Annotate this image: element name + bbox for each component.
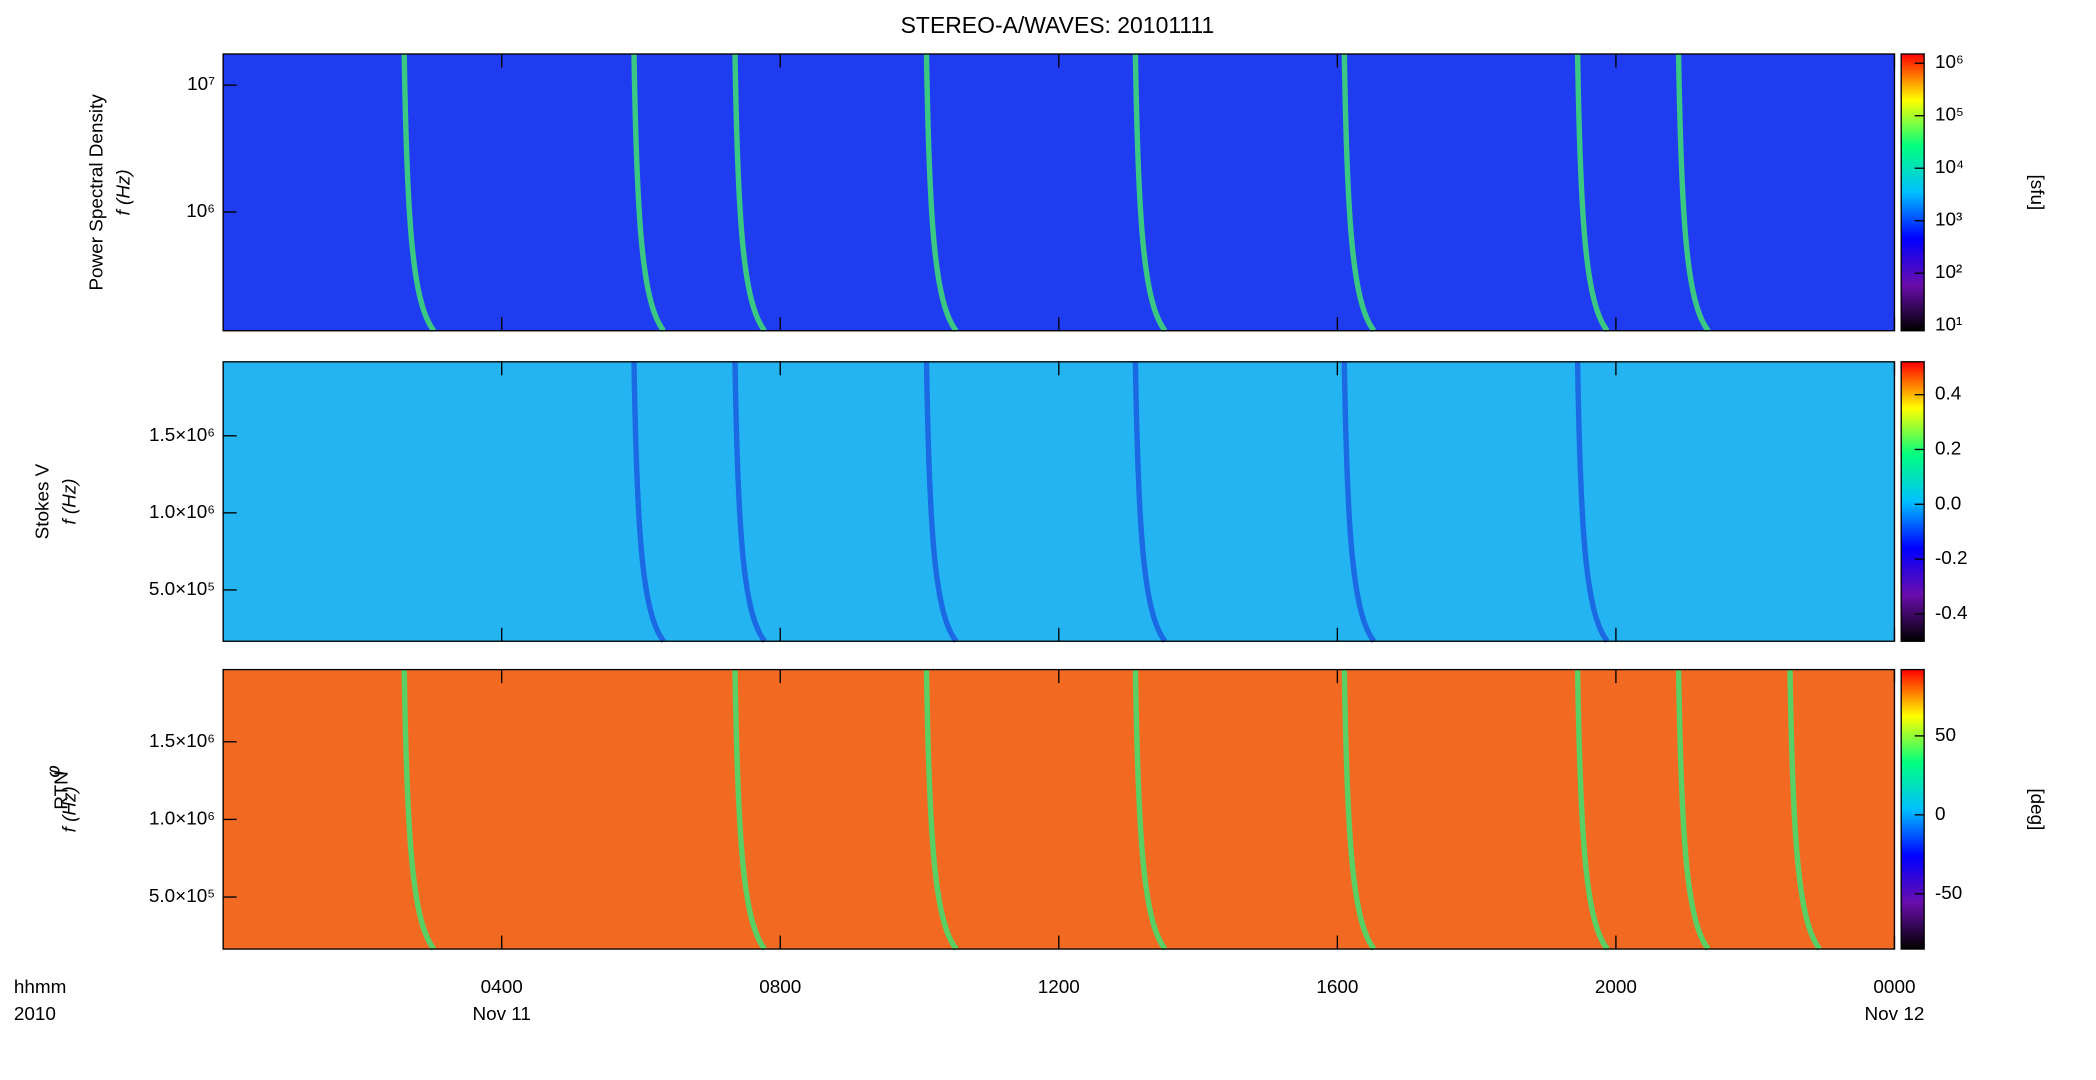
colorbar-tick-label: 0.0 <box>1935 493 1961 514</box>
y-axis-label-sub: RTN <box>52 771 73 809</box>
x-axis-label: 2010 <box>14 1004 56 1025</box>
colorbar-tick-label: 0 <box>1935 804 1946 825</box>
burst <box>1132 53 1168 333</box>
burst <box>1574 669 1610 951</box>
y-tick-label: 5.0×10⁵ <box>149 579 215 600</box>
colorbar-label: [sfu] <box>2026 175 2047 211</box>
colorbar <box>1900 53 1925 332</box>
burst <box>923 361 959 643</box>
burst <box>1132 361 1168 643</box>
burst <box>732 669 767 951</box>
x-tick-date-label: Nov 12 <box>1865 1004 1925 1025</box>
x-tick-label: 0800 <box>759 977 801 998</box>
x-tick-label: 2000 <box>1595 977 1637 998</box>
y-axis-label: f (Hz) <box>60 478 81 524</box>
y-axis-label: φ <box>43 765 64 777</box>
burst <box>1341 361 1377 643</box>
colorbar-tick-label: 0.4 <box>1935 384 1961 405</box>
burst <box>923 53 959 333</box>
y-axis-label: f (Hz) <box>60 786 81 832</box>
burst <box>1675 53 1711 333</box>
colorbar-label: [deg] <box>2026 788 2047 830</box>
x-tick-label: 1200 <box>1038 977 1080 998</box>
burst <box>631 361 666 643</box>
burst <box>1574 361 1610 643</box>
y-axis-label: Power Spectral Density <box>87 94 108 291</box>
burst <box>732 361 767 643</box>
burst <box>923 669 959 951</box>
colorbar-tick-label: 10¹ <box>1935 315 1962 336</box>
colorbar-tick-label: -0.2 <box>1935 548 1968 569</box>
colorbar-tick-label: -0.4 <box>1935 603 1968 624</box>
y-tick-label: 1.0×10⁶ <box>149 502 215 523</box>
burst <box>1787 669 1822 951</box>
x-tick-label: 0400 <box>481 977 523 998</box>
colorbar <box>1900 361 1925 642</box>
burst <box>401 669 437 951</box>
burst <box>1675 669 1711 951</box>
burst <box>401 53 437 333</box>
y-tick-label: 1.5×10⁶ <box>149 731 215 752</box>
heatmap-background <box>223 361 1895 642</box>
colorbar-tick-label: -50 <box>1935 883 1962 904</box>
heatmap-background <box>223 54 1895 331</box>
x-tick-label: 0000 <box>1873 977 1915 998</box>
y-tick-label: 10⁷ <box>187 74 215 95</box>
x-tick-date-label: Nov 11 <box>472 1004 530 1025</box>
chart-title: STEREO-A/WAVES: 20101111 <box>901 12 1215 38</box>
colorbar-tick-label: 50 <box>1935 725 1956 746</box>
y-axis-label: Stokes V <box>33 463 54 539</box>
colorbar <box>1900 668 1925 950</box>
burst <box>1341 669 1377 951</box>
colorbar-tick-label: 10⁴ <box>1935 157 1964 178</box>
burst <box>1341 53 1377 333</box>
y-axis-label: f (Hz) <box>114 169 135 215</box>
x-tick-label: 1600 <box>1316 977 1358 998</box>
colorbar-tick-label: 0.2 <box>1935 438 1961 459</box>
colorbar-tick-label: 10⁵ <box>1935 105 1964 126</box>
y-tick-label: 1.0×10⁶ <box>149 808 215 829</box>
y-tick-label: 1.5×10⁶ <box>149 425 215 446</box>
burst <box>732 53 767 333</box>
burst <box>1132 669 1168 951</box>
colorbar-tick-label: 10³ <box>1935 210 1962 231</box>
colorbar-tick-label: 10⁶ <box>1935 52 1964 73</box>
y-tick-label: 5.0×10⁵ <box>149 886 215 907</box>
colorbar-tick-label: 10² <box>1935 262 1962 283</box>
burst <box>631 53 666 333</box>
y-tick-label: 10⁶ <box>186 201 215 222</box>
burst <box>1574 53 1610 333</box>
x-axis-label: hhmm <box>14 977 66 998</box>
heatmap-background <box>223 669 1895 950</box>
